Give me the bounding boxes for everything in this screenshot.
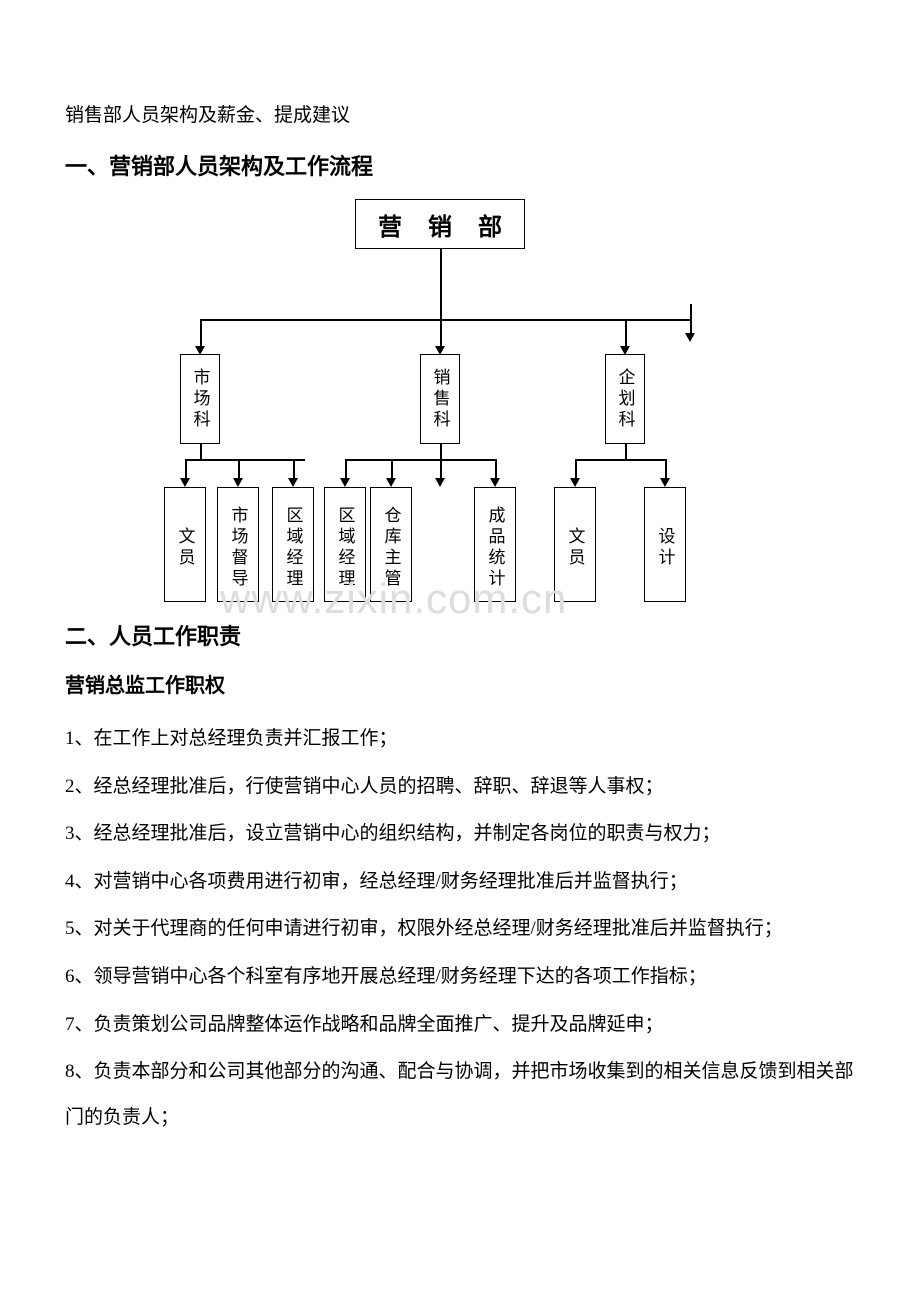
item-4: 4、对营销中心各项费用进行初审，经总经理/财务经理批准后并监督执行； bbox=[65, 859, 855, 905]
heading-1: 一、营销部人员架构及工作流程 bbox=[65, 149, 855, 181]
node-mid-1: 市场科 bbox=[180, 354, 220, 444]
heading-2: 二、人员工作职责 bbox=[65, 619, 855, 651]
node-leaf-7: 文员 bbox=[554, 487, 596, 602]
node-leaf-8: 设计 bbox=[644, 487, 686, 602]
node-leaf-6: 成品统计 bbox=[474, 487, 516, 602]
item-7: 7、负责策划公司品牌整体运作战略和品牌全面推广、提升及品牌延申； bbox=[65, 1002, 855, 1048]
node-leaf-3: 区域经理 bbox=[272, 487, 314, 602]
node-leaf-4: 区域经理 bbox=[324, 487, 366, 602]
node-leaf-1: 文员 bbox=[164, 487, 206, 602]
subheading-1: 营销总监工作职权 bbox=[65, 669, 855, 698]
item-3: 3、经总经理批准后，设立营销中心的组织结构，并制定各岗位的职责与权力； bbox=[65, 811, 855, 857]
node-mid-3: 企划科 bbox=[605, 354, 645, 444]
item-8: 8、负责本部分和公司其他部分的沟通、配合与协调，并把市场收集到的相关信息反馈到相… bbox=[65, 1049, 855, 1140]
intro-text: 销售部人员架构及薪金、提成建议 bbox=[65, 100, 855, 127]
node-leaf-2: 市场督导 bbox=[217, 487, 259, 602]
org-chart: 营 销 部 市场科 销售科 企划科 文员 市场督导 区域经理 区域经理 仓库主管… bbox=[65, 199, 855, 609]
node-mid-2: 销售科 bbox=[420, 354, 460, 444]
node-leaf-5: 仓库主管 bbox=[370, 487, 412, 602]
item-1: 1、在工作上对总经理负责并汇报工作； bbox=[65, 716, 855, 762]
item-6: 6、领导营销中心各个科室有序地开展总经理/财务经理下达的各项工作指标； bbox=[65, 954, 855, 1000]
item-5: 5、对关于代理商的任何申请进行初审，权限外经总经理/财务经理批准后并监督执行； bbox=[65, 906, 855, 952]
item-2: 2、经总经理批准后，行使营销中心人员的招聘、辞职、辞退等人事权； bbox=[65, 764, 855, 810]
node-root: 营 销 部 bbox=[355, 199, 525, 249]
